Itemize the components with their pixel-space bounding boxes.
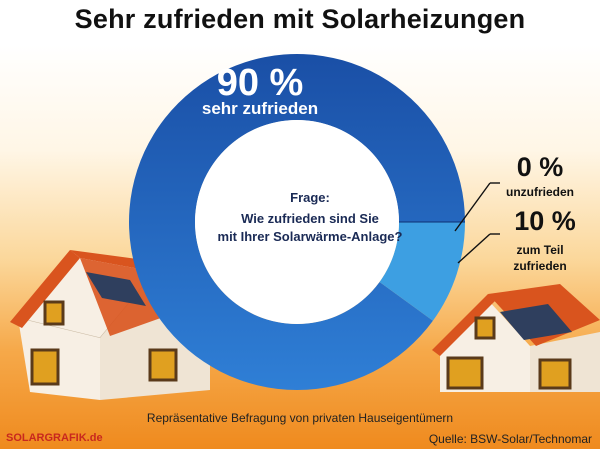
- slice-zum-teil-zufrieden: [379, 222, 465, 321]
- label-sehr-zufrieden-value: 90 %: [216, 62, 304, 104]
- source-note: Quelle: BSW-Solar/Technomar: [428, 432, 592, 446]
- leader-line-unzufrieden: [454, 182, 491, 232]
- label-zum-teil-text: zum Teil zufrieden: [485, 242, 595, 274]
- house-right-illustration: [432, 284, 600, 392]
- brand-logo-text: SOLARGRAFIK.de: [6, 432, 103, 444]
- label-zum-teil-line1: zum Teil: [516, 243, 564, 257]
- label-unzufrieden-text: unzufrieden: [506, 185, 574, 199]
- question-label: Frage:: [290, 190, 330, 205]
- footnote: Repräsentative Befragung von privaten Ha…: [146, 411, 454, 425]
- label-zum-teil-line2: zufrieden: [513, 259, 567, 273]
- label-zum-teil-value: 10 %: [514, 206, 576, 236]
- slice-sehr-zufrieden: [129, 54, 465, 391]
- label-unzufrieden-value: 0 %: [516, 152, 564, 182]
- question-line2: mit Ihrer Solarwärme-Anlage?: [217, 229, 403, 244]
- donut-hole: [195, 120, 399, 324]
- label-sehr-zufrieden-text: sehr zufrieden: [201, 99, 319, 118]
- chart-title: Sehr zufrieden mit Solarheizungen: [74, 4, 526, 34]
- donut-slices: [129, 54, 465, 391]
- question-text: Wie zufrieden sind Sie mit Ihrer Solarwä…: [190, 210, 430, 246]
- leader-line-zum-teil: [457, 233, 491, 264]
- question-line1: Wie zufrieden sind Sie: [241, 211, 379, 226]
